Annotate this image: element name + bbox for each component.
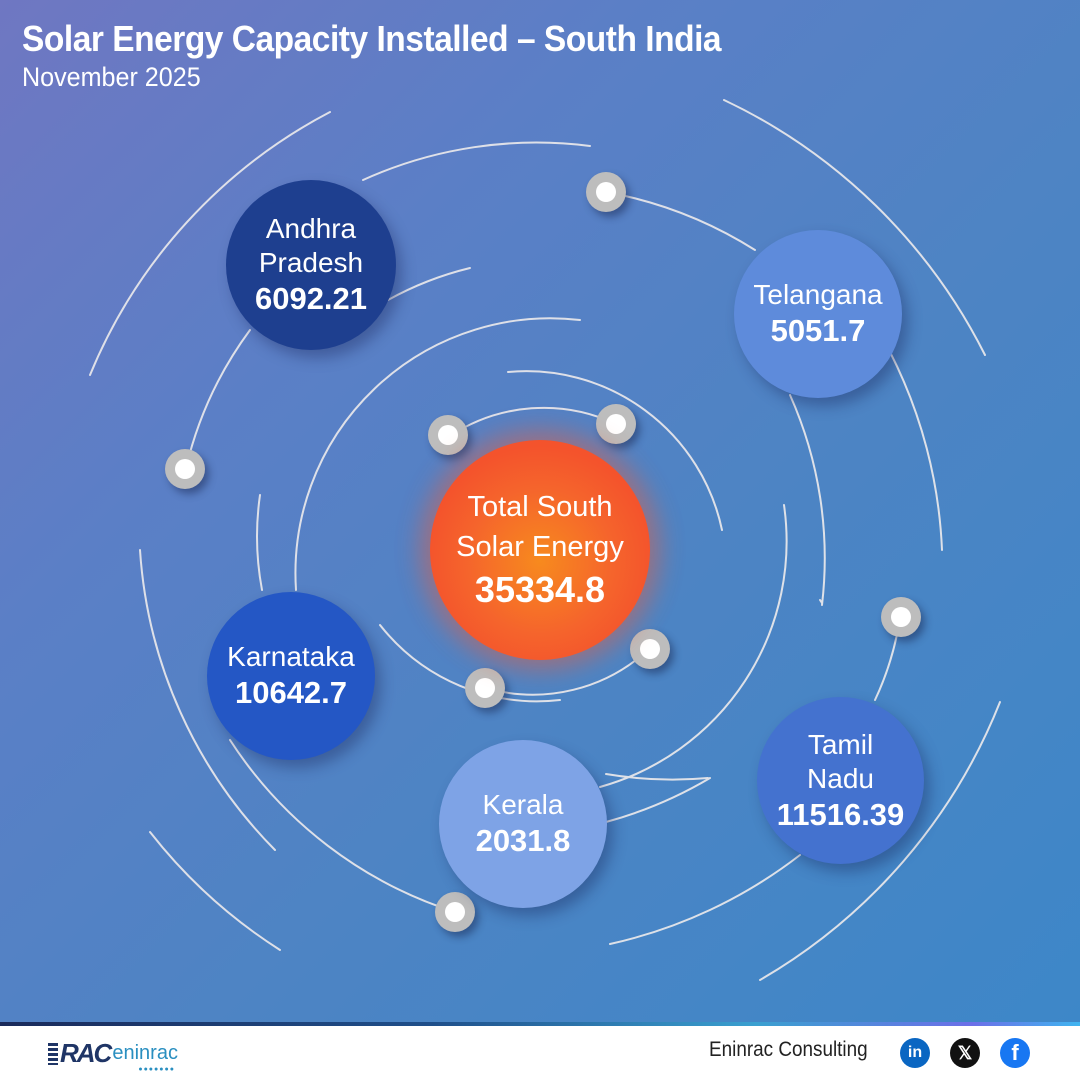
state-bubble-kerala: Kerala 2031.8: [439, 740, 607, 908]
page-subtitle: November 2025: [22, 62, 201, 92]
state-value: 6092.21: [254, 281, 368, 316]
x-twitter-icon[interactable]: 𝕏: [950, 1038, 980, 1068]
orbit-node: [165, 449, 205, 489]
state-name: Telangana: [753, 279, 883, 310]
linkedin-icon[interactable]: in: [900, 1038, 930, 1068]
total-bubble: Total South Solar Energy 35334.8: [430, 440, 650, 660]
state-value: 5051.7: [770, 313, 866, 348]
state-value: 2031.8: [475, 823, 571, 858]
total-label-line2: Solar Energy: [456, 531, 624, 563]
total-value: 35334.8: [474, 569, 606, 610]
state-name: Kerala: [482, 789, 564, 820]
state-bubble-andhra-pradesh: Andhra Pradesh 6092.21: [226, 180, 396, 350]
orbit-node: [428, 415, 468, 455]
state-bubble-karnataka: Karnataka 10642.7: [207, 592, 375, 760]
footer: RAC eninrac ●●●●●●● Eninrac Consulting i…: [0, 1026, 1080, 1080]
orbit-node: [435, 892, 475, 932]
state-bubble-telangana: Telangana 5051.7: [734, 230, 902, 398]
logo-rac-text: RAC: [60, 1038, 112, 1068]
state-bubble-tamil-nadu: Tamil Nadu 11516.39: [757, 697, 924, 864]
orbit-node: [465, 668, 505, 708]
orbit-node: [630, 629, 670, 669]
orbit-node: [596, 404, 636, 444]
infographic-canvas: Solar Energy Capacity Installed – South …: [0, 0, 1080, 1022]
state-name: Karnataka: [227, 641, 355, 672]
logo-dots-icon: ●●●●●●●: [138, 1066, 175, 1073]
eninrac-logo: RAC eninrac ●●●●●●●: [48, 1038, 178, 1073]
state-name: Nadu: [807, 762, 874, 794]
total-label-line1: Total South: [467, 491, 613, 523]
state-value: 11516.39: [776, 796, 905, 832]
brand-name: Eninrac Consulting: [709, 1038, 868, 1061]
facebook-icon[interactable]: f: [1000, 1038, 1030, 1068]
logo-stripes-icon: [48, 1042, 58, 1065]
logo-eninrac-label: eninrac: [112, 1042, 178, 1064]
orbit-node: [881, 597, 921, 637]
page-title: Solar Energy Capacity Installed – South …: [22, 18, 722, 59]
state-name: Pradesh: [258, 247, 364, 278]
state-name: Andhra: [265, 213, 357, 244]
logo-eninrac-text: eninrac ●●●●●●●: [112, 1042, 178, 1073]
orbit-node: [586, 172, 626, 212]
footer-divider: [0, 1022, 1080, 1026]
orbit-arcs: [89, 99, 1001, 981]
state-name: Tamil: [807, 728, 874, 760]
state-value: 10642.7: [234, 675, 348, 710]
